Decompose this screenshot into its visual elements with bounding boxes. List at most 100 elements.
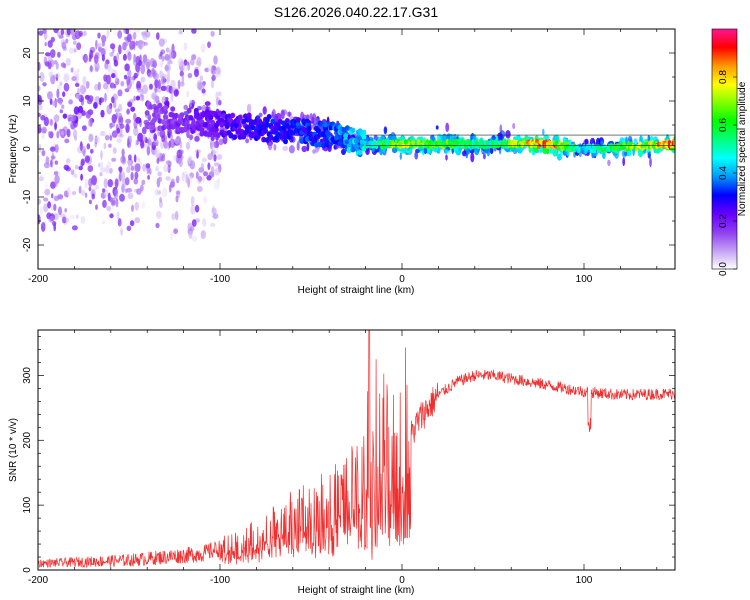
heatmap-cell	[414, 151, 419, 160]
heatmap-cell	[169, 49, 174, 59]
ridge-cell	[232, 134, 238, 140]
heatmap-cell	[111, 157, 117, 162]
heatmap-cell	[57, 194, 64, 200]
heatmap-cell	[70, 114, 77, 122]
heatmap-cell	[198, 176, 203, 182]
heatmap-cell	[38, 198, 41, 205]
heatmap-cell	[159, 69, 162, 78]
heatmap-cell	[167, 132, 171, 139]
heatmap-cell	[127, 138, 130, 147]
heatmap-cell	[183, 104, 188, 110]
heatmap-cell	[85, 80, 90, 89]
heatmap-cell	[70, 29, 77, 36]
heatmap-cell	[56, 131, 60, 139]
heatmap-cell	[134, 29, 140, 33]
heatmap-cell	[175, 175, 180, 184]
heatmap-cell	[197, 174, 202, 184]
heatmap-cell	[189, 134, 194, 140]
heatmap-cell	[141, 42, 145, 48]
heatmap-cell	[167, 60, 173, 65]
heatmap-cell	[71, 225, 78, 231]
heatmap-cell	[114, 189, 119, 199]
heatmap-cell	[47, 91, 53, 100]
heatmap-cell	[141, 31, 147, 38]
x-tick-label: 100	[576, 274, 593, 285]
heatmap-cell	[155, 166, 159, 172]
heatmap-cell	[97, 81, 101, 91]
heatmap-cell	[94, 67, 99, 72]
y-tick-label: 20	[22, 47, 33, 59]
heatmap-cell	[136, 88, 142, 93]
heatmap-cell	[44, 188, 51, 196]
heatmap-cell	[178, 30, 183, 35]
heatmap-cell	[197, 174, 202, 184]
heatmap-cell	[202, 176, 205, 183]
heatmap-cell	[174, 210, 179, 221]
heatmap-cell	[60, 130, 65, 136]
heatmap-cell	[218, 163, 222, 173]
heatmap-cell	[445, 149, 448, 154]
heatmap-cell	[78, 185, 82, 194]
heatmap-cell	[141, 94, 145, 102]
heatmap-cell	[430, 135, 434, 140]
ridge-cell	[179, 112, 185, 118]
heatmap-cell	[158, 176, 162, 183]
heatmap-cell	[142, 30, 148, 41]
heatmap-cell	[151, 68, 155, 76]
heatmap-cell	[117, 89, 123, 97]
heatmap-cell	[73, 106, 80, 115]
heatmap-cell	[83, 53, 88, 63]
heatmap-cell	[210, 78, 215, 89]
heatmap-cell	[103, 178, 108, 189]
heatmap-cell	[187, 61, 191, 71]
heatmap-cell	[55, 178, 58, 187]
snr-x-axis-label: Height of straight line (km)	[298, 585, 415, 596]
heatmap-cell	[140, 31, 146, 36]
heatmap-cell	[66, 187, 71, 197]
heatmap-cell	[53, 60, 58, 65]
heatmap-cell	[213, 180, 220, 190]
heatmap-cell	[154, 73, 160, 80]
heatmap-cell	[170, 92, 174, 102]
heatmap-cell	[173, 228, 179, 234]
heatmap-cell	[49, 118, 53, 126]
ridge-cell	[206, 131, 212, 137]
heatmap-cell	[159, 70, 164, 79]
heatmap-cell	[126, 225, 132, 231]
heatmap-cell	[134, 171, 139, 180]
heatmap-cell	[216, 154, 223, 160]
heatmap-cell	[189, 134, 194, 140]
heatmap-cell	[57, 194, 64, 200]
heatmap-cell	[212, 213, 219, 220]
heatmap-cell	[87, 121, 92, 127]
heatmap-cell	[109, 197, 113, 203]
heatmap-cell	[185, 142, 191, 150]
heatmap-cell	[135, 139, 139, 146]
heatmap-cell	[95, 39, 98, 50]
heatmap-cell	[134, 139, 138, 147]
heatmap-cell	[76, 42, 82, 50]
heatmap-cell	[38, 104, 43, 111]
heatmap-cell	[146, 69, 152, 77]
heatmap-cell	[423, 147, 428, 154]
heatmap-cell	[195, 171, 199, 180]
heatmap-cell	[141, 179, 146, 185]
heatmap-cell	[97, 163, 101, 168]
heatmap-cell	[206, 175, 212, 181]
heatmap-cell	[127, 135, 132, 145]
heatmap-cell	[108, 143, 112, 148]
heatmap-cell	[115, 75, 118, 82]
heatmap-cell	[113, 100, 117, 109]
heatmap-cell	[89, 65, 93, 72]
heatmap-cell	[50, 204, 54, 211]
heatmap-cell	[157, 171, 162, 177]
heatmap-cell	[45, 156, 50, 165]
heatmap-cell	[80, 161, 84, 167]
heatmap-cell	[133, 126, 139, 137]
heatmap-cell	[94, 84, 100, 91]
heatmap-cell	[127, 69, 132, 78]
heatmap-cell	[95, 185, 100, 190]
heatmap-cell	[194, 136, 200, 142]
heatmap-cell	[165, 77, 170, 85]
colorbar-tick-label: 0.4	[718, 166, 729, 180]
